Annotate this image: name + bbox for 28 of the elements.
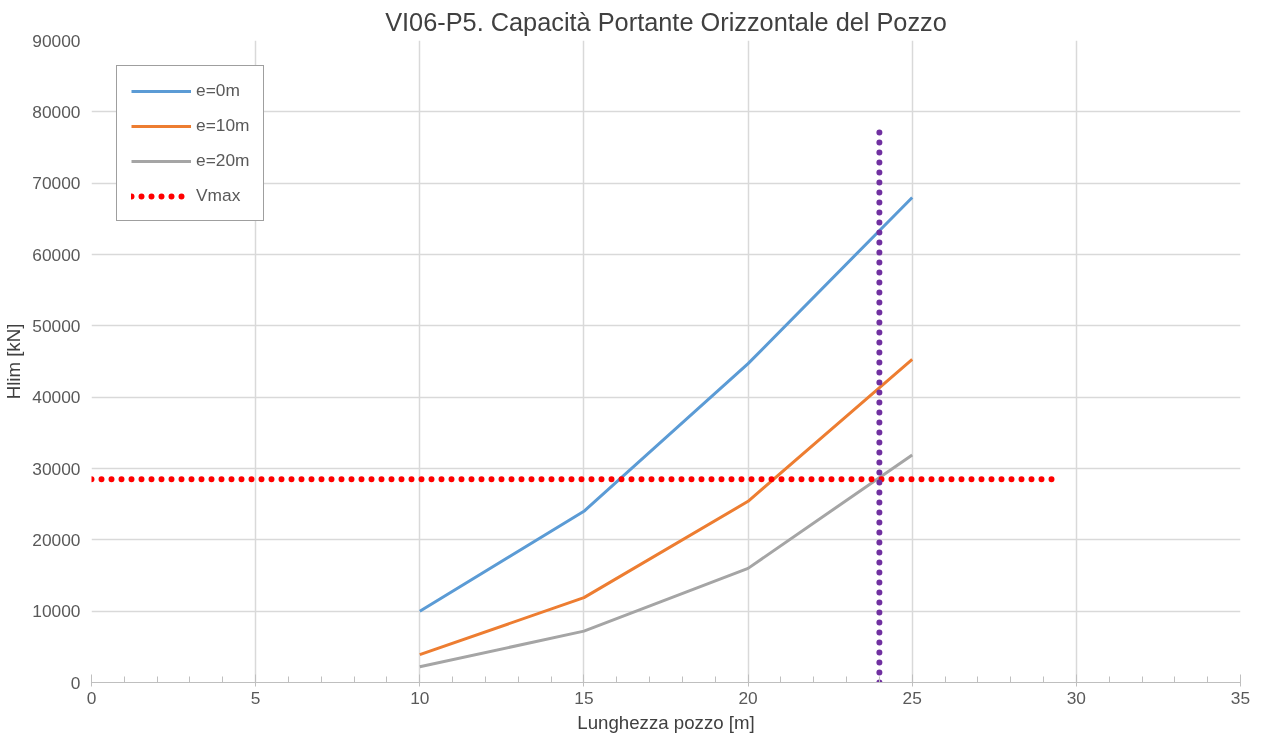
line-series: [418, 453, 914, 669]
x-tick-label: 10: [410, 687, 430, 708]
y-tick-label: 30000: [32, 458, 81, 479]
y-tick-label: 40000: [32, 387, 81, 408]
y-tick-label: 60000: [32, 244, 81, 265]
y-tick-label: 70000: [32, 173, 81, 194]
x-tick-label: 5: [250, 687, 261, 708]
line-series: [418, 357, 914, 657]
y-tick-label: 90000: [32, 30, 81, 51]
x-tick-label: 0: [86, 687, 97, 708]
legend-label: e=20m: [196, 150, 250, 171]
y-axis-title: Hlim [kN]: [3, 323, 25, 400]
x-tick-label: 15: [574, 687, 594, 708]
x-tick-label: 30: [1066, 687, 1086, 708]
legend-label: e=0m: [196, 80, 240, 101]
y-tick-label: 20000: [32, 529, 81, 550]
y-tick-label: 10000: [32, 601, 81, 622]
legend-label: Vmax: [196, 185, 241, 206]
y-tick-label: 50000: [32, 315, 81, 336]
legend-label: e=10m: [196, 115, 250, 136]
x-tick-label: 25: [902, 687, 922, 708]
chart-title: VI06-P5. Capacità Portante Orizzontale del Pozzo: [385, 7, 947, 36]
x-tick-label: 20: [738, 687, 758, 708]
y-tick-label: 0: [70, 672, 81, 693]
y-tick-label: 80000: [32, 101, 81, 122]
x-axis-title: Lunghezza pozzo [m]: [577, 711, 755, 733]
line-series: [418, 195, 914, 613]
x-tick-label: 35: [1230, 687, 1251, 708]
